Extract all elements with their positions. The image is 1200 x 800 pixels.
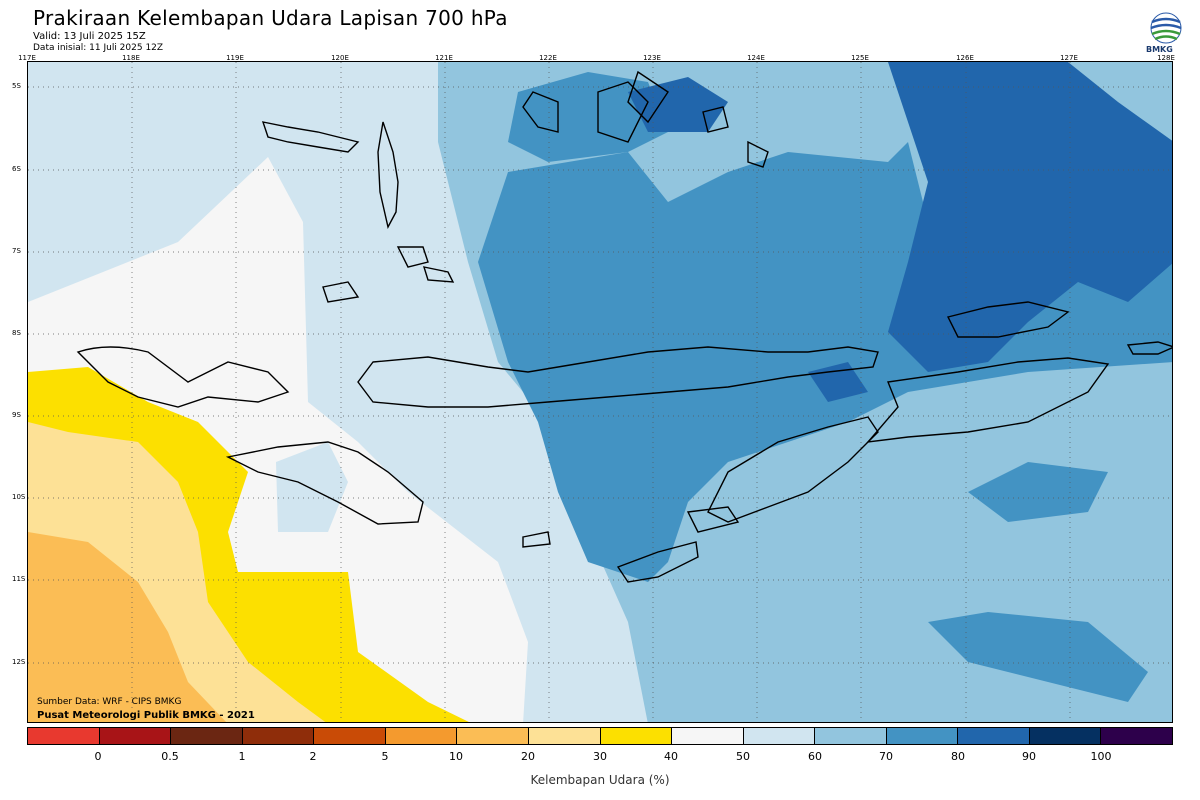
colorbar-segment [385,728,458,744]
colorbar-label: 80 [951,750,965,763]
data-source: Sumber Data: WRF - CIPS BMKG [37,697,182,707]
colorbar-label: 100 [1090,750,1112,763]
lon-tick: 126E [956,54,974,62]
colorbar-segment [743,728,816,744]
humidity-map[interactable] [27,61,1173,723]
coastline [76,70,1172,583]
colorbar-segment [171,728,243,744]
lat-tick: 8S [12,329,21,337]
lon-tick: 121E [435,54,453,62]
colorbar-label: 30 [593,750,607,763]
colorbar-segment [886,728,959,744]
lat-tick: 12S [12,658,26,666]
colorbar-segment [672,728,744,744]
colorbar-segment [242,728,315,744]
colorbar-segment [958,728,1030,744]
colorbar-segment [1029,728,1102,744]
colorbar-label: 20 [521,750,535,763]
humidity-colorbar [27,727,1173,745]
lon-tick: 124E [747,54,765,62]
lat-tick: 5S [12,82,21,90]
map-title: Prakiraan Kelembapan Udara Lapisan 700 h… [33,6,508,30]
logo-text: BMKG [1146,45,1173,54]
lon-tick: 123E [643,54,661,62]
colorbar-label: 90 [1022,750,1036,763]
colorbar-label: 70 [879,750,893,763]
publisher: Pusat Meteorologi Publik BMKG - 2021 [37,710,255,721]
bmkg-logo-icon [1150,12,1182,44]
colorbar-segment [600,728,673,744]
lat-tick: 9S [12,411,21,419]
lon-tick: 125E [851,54,869,62]
lat-tick: 11S [12,575,26,583]
colorbar-segment [815,728,887,744]
lat-tick: 10S [12,493,26,501]
colorbar-label: 40 [664,750,678,763]
colorbar-segment [99,728,172,744]
colorbar-segment [314,728,386,744]
lon-tick: 119E [226,54,244,62]
lon-tick: 128E [1157,54,1175,62]
valid-time: Valid: 13 Juli 2025 15Z [33,31,146,42]
lon-tick: 117E [18,54,36,62]
lon-tick: 118E [122,54,140,62]
humidity-field [28,62,1172,722]
colorbar-label: 50 [736,750,750,763]
lon-tick: 127E [1060,54,1078,62]
colorbar-title: Kelembapan Udara (%) [530,773,670,787]
colorbar-label: 5 [381,750,389,763]
lon-tick: 122E [539,54,557,62]
colorbar-label: 60 [808,750,822,763]
colorbar-label: 0.5 [161,750,179,763]
lat-tick: 6S [12,165,21,173]
colorbar-segment [528,728,601,744]
initial-time: Data inisial: 11 Juli 2025 12Z [33,43,164,53]
colorbar-label: 1 [238,750,246,763]
lat-tick: 7S [12,247,21,255]
colorbar-segment [457,728,529,744]
colorbar-label: 10 [449,750,463,763]
lon-tick: 120E [331,54,349,62]
colorbar-segment [28,728,100,744]
colorbar-label: 2 [309,750,317,763]
colorbar-label: 0 [94,750,102,763]
colorbar-segment [1101,728,1172,744]
